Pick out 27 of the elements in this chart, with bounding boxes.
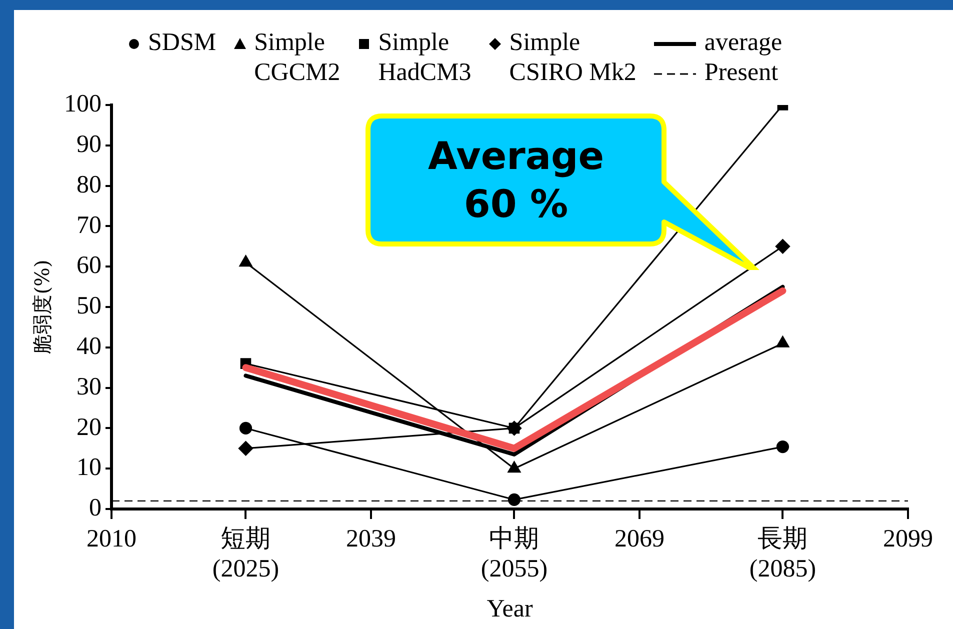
y-tick-label: 10 bbox=[76, 454, 102, 482]
y-tick-label: 70 bbox=[76, 212, 102, 239]
x-tick-label: 2099 bbox=[883, 526, 933, 553]
legend-label: SDSM bbox=[148, 28, 216, 58]
y-axis-title: 脆弱度(%) bbox=[30, 260, 54, 354]
x-tick-label: 2010 bbox=[86, 526, 136, 553]
legend-label: Present bbox=[704, 58, 778, 88]
legend-label: Simple CGCM2 bbox=[254, 28, 340, 88]
y-tick-label: 0 bbox=[89, 494, 102, 522]
x-axis-title: Year bbox=[486, 596, 534, 623]
y-tick-label: 90 bbox=[76, 130, 102, 158]
y-tick-label: 60 bbox=[76, 252, 102, 280]
y-tick-label: 20 bbox=[76, 414, 102, 441]
y-tick-label: 40 bbox=[76, 332, 102, 360]
x-tick-label: 2039 bbox=[346, 526, 396, 553]
y-tick-label: 100 bbox=[64, 90, 102, 118]
y-tick-label: 30 bbox=[76, 373, 102, 400]
annotation: Average 60 % bbox=[427, 133, 605, 228]
x-tick-label: 中期 (2055) bbox=[480, 526, 548, 583]
legend-label: Simple HadCM3 bbox=[378, 28, 472, 88]
x-tick-label: 短期 (2025) bbox=[212, 526, 280, 583]
y-tick-label: 50 bbox=[76, 292, 102, 320]
x-tick-label: 2069 bbox=[614, 526, 665, 553]
y-tick-label: 80 bbox=[76, 171, 102, 198]
legend-label: average bbox=[704, 28, 782, 58]
legend-label: Simple CSIRO Mk2 bbox=[509, 28, 636, 88]
x-tick-label: 長期 (2085) bbox=[749, 526, 816, 583]
